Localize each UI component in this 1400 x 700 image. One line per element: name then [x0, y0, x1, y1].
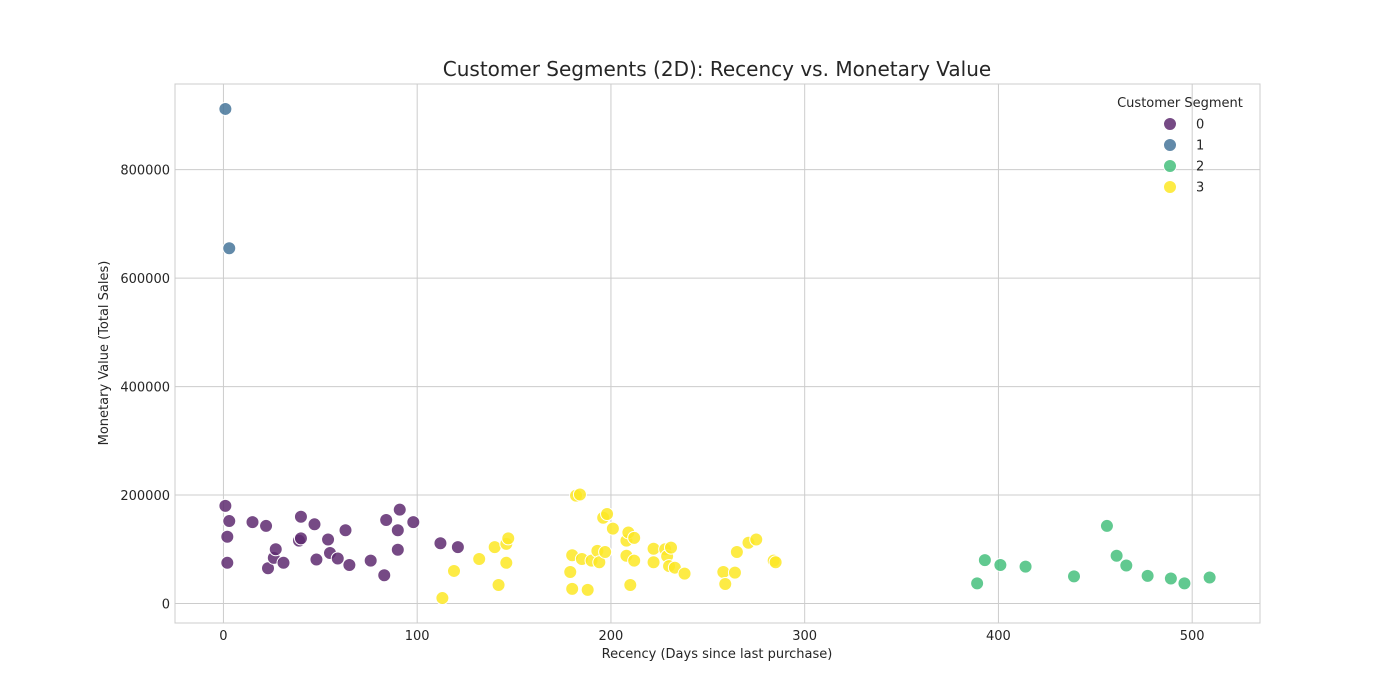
legend-label-1: 1: [1196, 139, 1204, 154]
data-point-segment-2: [1163, 571, 1178, 586]
data-point-segment-3: [572, 487, 587, 502]
data-point-segment-0: [377, 568, 392, 583]
data-point-segment-1: [222, 241, 237, 256]
data-point-segment-2: [1202, 570, 1217, 585]
data-point-segment-2: [1140, 568, 1155, 583]
y-axis-label: Monetary Value (Total Sales): [97, 261, 112, 446]
data-point-segment-3: [627, 553, 642, 568]
data-point-segment-0: [259, 518, 274, 533]
y-tick-label: 200000: [120, 489, 170, 504]
data-point-segment-3: [749, 532, 764, 547]
data-point-segment-2: [970, 576, 985, 591]
data-point-segment-2: [977, 553, 992, 568]
data-point-segment-0: [330, 551, 345, 566]
data-point-segment-0: [220, 529, 235, 544]
data-point-segment-3: [580, 582, 595, 597]
data-point-segment-2: [1067, 569, 1081, 584]
legend-marker-3: [1163, 180, 1177, 194]
x-tick-label: 500: [1180, 629, 1205, 644]
data-point-segment-3: [627, 530, 642, 545]
legend-label-0: 0: [1196, 118, 1204, 133]
data-point-segment-0: [450, 540, 465, 555]
grid: [175, 84, 1260, 623]
x-tick-label: 0: [219, 629, 227, 644]
data-point-segment-0: [309, 552, 324, 567]
data-point-segment-2: [1109, 548, 1124, 563]
x-axis-label: Recency (Days since last purchase): [602, 647, 833, 662]
data-point-segment-0: [245, 515, 260, 530]
data-points: [218, 101, 1217, 606]
data-point-segment-3: [499, 555, 514, 570]
y-tick-label: 600000: [120, 272, 170, 287]
y-tick-label: 0: [162, 597, 170, 612]
legend-title: Customer Segment: [1117, 96, 1243, 111]
data-point-segment-3: [768, 555, 783, 570]
x-tick-label: 100: [405, 629, 430, 644]
data-point-segment-3: [727, 565, 742, 580]
legend: Customer Segment 0 1 2 3: [1117, 96, 1243, 196]
data-point-segment-3: [664, 540, 678, 555]
data-point-segment-2: [1018, 559, 1033, 574]
data-point-segment-3: [487, 540, 502, 555]
legend-marker-1: [1163, 138, 1177, 152]
data-point-segment-0: [342, 557, 357, 572]
y-tick-label: 800000: [120, 164, 170, 179]
data-point-segment-0: [293, 509, 308, 524]
plot-frame: [174, 83, 1261, 624]
data-point-segment-0: [390, 542, 405, 557]
data-point-segment-3: [563, 565, 578, 580]
data-point-segment-0: [406, 515, 421, 530]
data-point-segment-3: [501, 531, 516, 546]
legend-marker-2: [1163, 159, 1177, 173]
data-point-segment-0: [321, 532, 336, 547]
x-tick-label: 200: [599, 629, 624, 644]
x-tick-label: 400: [986, 629, 1011, 644]
data-point-segment-0: [392, 502, 407, 517]
data-point-segment-3: [646, 555, 661, 570]
legend-label-2: 2: [1196, 160, 1204, 175]
data-point-segment-0: [293, 531, 308, 546]
legend-label-3: 3: [1196, 181, 1204, 196]
data-point-segment-0: [390, 523, 405, 538]
x-tick-label: 300: [792, 629, 817, 644]
x-ticks: 0 100 200 300 400 500: [219, 629, 1204, 644]
data-point-segment-2: [1119, 558, 1134, 573]
data-point-segment-3: [646, 541, 661, 556]
data-point-segment-3: [677, 566, 692, 581]
data-point-segment-3: [491, 578, 506, 593]
y-ticks: 0 200000 400000 600000 800000: [120, 164, 170, 613]
data-point-segment-0: [220, 555, 235, 570]
data-point-segment-0: [433, 536, 448, 551]
data-point-segment-3: [605, 521, 620, 536]
data-point-segment-1: [218, 101, 233, 116]
y-tick-label: 400000: [120, 381, 170, 396]
data-point-segment-3: [600, 507, 615, 522]
data-point-segment-3: [598, 544, 613, 559]
chart-title: Customer Segments (2D): Recency vs. Mone…: [443, 57, 991, 81]
data-point-segment-2: [1177, 576, 1192, 591]
data-point-segment-3: [447, 563, 461, 578]
data-point-segment-3: [623, 578, 638, 593]
data-point-segment-3: [716, 565, 731, 580]
data-point-segment-0: [218, 498, 233, 513]
data-point-segment-2: [1099, 518, 1114, 533]
data-point-segment-0: [276, 555, 291, 570]
legend-marker-0: [1163, 117, 1177, 131]
data-point-segment-0: [363, 553, 378, 568]
data-point-segment-2: [993, 557, 1008, 572]
data-point-segment-3: [565, 581, 580, 596]
data-point-segment-3: [729, 544, 744, 559]
data-point-segment-0: [338, 523, 353, 538]
data-point-segment-0: [268, 542, 283, 557]
data-point-segment-3: [718, 576, 733, 591]
data-point-segment-3: [472, 552, 487, 567]
data-point-segment-0: [307, 517, 322, 532]
data-point-segment-3: [435, 591, 450, 606]
data-point-segment-0: [379, 512, 394, 527]
data-point-segment-0: [222, 514, 237, 529]
